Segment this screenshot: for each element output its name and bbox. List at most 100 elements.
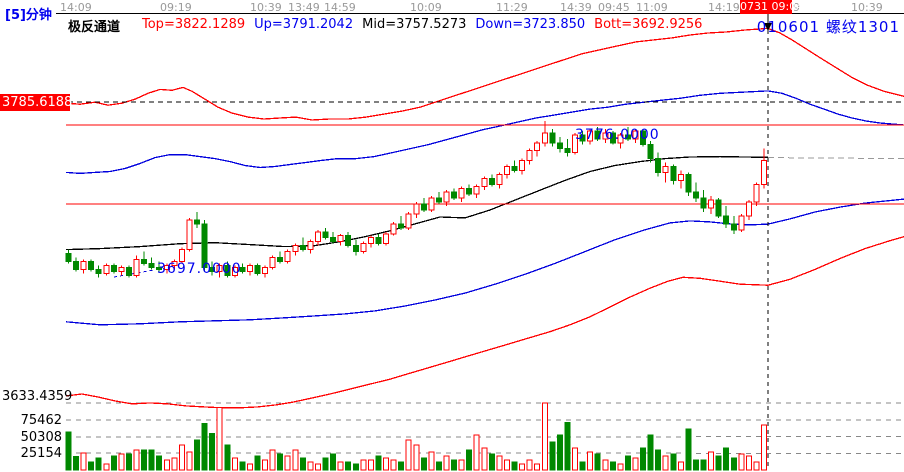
time-axis-tick: 14:09	[60, 1, 92, 14]
indicator-name[interactable]: 极反通道	[68, 20, 121, 35]
volume-panel-top-label: 3633.4359	[2, 389, 73, 404]
volume-bar	[284, 455, 291, 471]
indicator-values-row: Top=3822.1289 Up=3791.2042 Mid=3757.5273 Do…	[142, 17, 711, 32]
candle	[708, 199, 715, 209]
indicator-value: Bott=3692.9256	[594, 17, 703, 32]
symbol-label[interactable]: 010601 螺纹1301	[756, 18, 900, 36]
candle	[307, 241, 314, 251]
candle	[534, 142, 541, 152]
candle	[753, 183, 760, 203]
volume-bar	[103, 463, 110, 471]
volume-bar	[246, 463, 253, 471]
volume-bar	[670, 453, 677, 471]
high-price-annotation: 3776.0000	[575, 127, 660, 143]
candle	[670, 166, 677, 181]
mid-projection-line	[767, 157, 904, 160]
candle	[587, 130, 594, 142]
volume-bar	[640, 447, 647, 471]
volume-bar	[655, 449, 662, 471]
volume-bar	[375, 455, 382, 471]
volume-bar	[745, 455, 752, 471]
time-axis-tick: 14:19	[708, 1, 740, 14]
candle	[88, 260, 95, 270]
volume-bar	[451, 459, 458, 471]
time-axis-tick: 14:39	[560, 1, 592, 14]
candle	[685, 173, 692, 193]
time-axis-tick: 09:19	[160, 1, 192, 14]
volume-bar	[178, 444, 185, 471]
candle	[723, 215, 730, 225]
candle	[367, 237, 374, 245]
candle	[299, 245, 306, 251]
volume-bar	[685, 428, 692, 471]
volume-bar	[299, 457, 306, 471]
volume-bar	[269, 449, 276, 471]
candle	[148, 262, 155, 268]
candle	[647, 144, 654, 160]
volume-bar	[534, 463, 541, 471]
volume-bar	[624, 455, 631, 471]
volume-bar	[231, 457, 238, 471]
volume-bar	[224, 444, 231, 471]
channel-line-top	[65, 27, 904, 121]
candle	[458, 187, 465, 199]
volume-bar	[133, 449, 140, 471]
candle	[337, 235, 344, 243]
volume-bar	[428, 451, 435, 471]
volume-bar	[572, 447, 579, 471]
candle	[125, 266, 132, 276]
candle	[473, 185, 480, 195]
candle	[405, 213, 412, 229]
volume-bar	[209, 433, 216, 471]
candle	[481, 177, 488, 187]
candle	[632, 130, 639, 140]
candle	[292, 245, 299, 253]
candle	[541, 132, 548, 144]
candle	[428, 197, 435, 211]
volume-bar	[541, 402, 548, 471]
period-label[interactable]: [5]分钟	[5, 8, 52, 23]
volume-bar	[488, 453, 495, 471]
candle	[171, 260, 178, 266]
candle	[262, 266, 269, 274]
volume-bar	[239, 461, 246, 471]
channel-line-bott	[65, 236, 904, 409]
candle	[133, 258, 140, 276]
volume-bar	[481, 447, 488, 471]
candle	[360, 243, 367, 253]
volume-bar	[405, 439, 412, 471]
candle	[141, 258, 148, 264]
volume-bar	[80, 452, 87, 471]
volume-bar	[692, 459, 699, 471]
candle	[715, 199, 722, 217]
volume-bar	[602, 459, 609, 471]
indicator-value: Up=3791.2042	[254, 17, 354, 32]
volume-bar	[594, 453, 601, 471]
candle	[413, 203, 420, 215]
candle	[443, 191, 450, 203]
volume-bar	[292, 449, 299, 471]
volume-tick-2: 50308	[20, 430, 62, 445]
candle	[564, 148, 571, 154]
volume-bar	[337, 461, 344, 471]
volume-bar	[201, 423, 208, 471]
volume-bar	[163, 459, 170, 471]
candle	[435, 197, 442, 203]
volume-bar	[579, 461, 586, 471]
candle	[277, 257, 284, 262]
candle	[110, 264, 117, 272]
candle	[602, 132, 609, 140]
candle	[73, 260, 80, 270]
indicator-value: Mid=3757.5273	[362, 17, 467, 32]
volume-bar	[390, 459, 397, 471]
volume-bar	[708, 451, 715, 471]
candle	[103, 264, 110, 274]
indicator-value: Top=3822.1289	[142, 17, 246, 32]
time-axis-tick: 10:39	[250, 1, 282, 14]
candle	[594, 130, 601, 140]
volume-bar	[360, 459, 367, 471]
time-axis-tick: 11:09	[636, 1, 668, 14]
candle	[451, 191, 458, 199]
volume-bar	[496, 455, 503, 471]
